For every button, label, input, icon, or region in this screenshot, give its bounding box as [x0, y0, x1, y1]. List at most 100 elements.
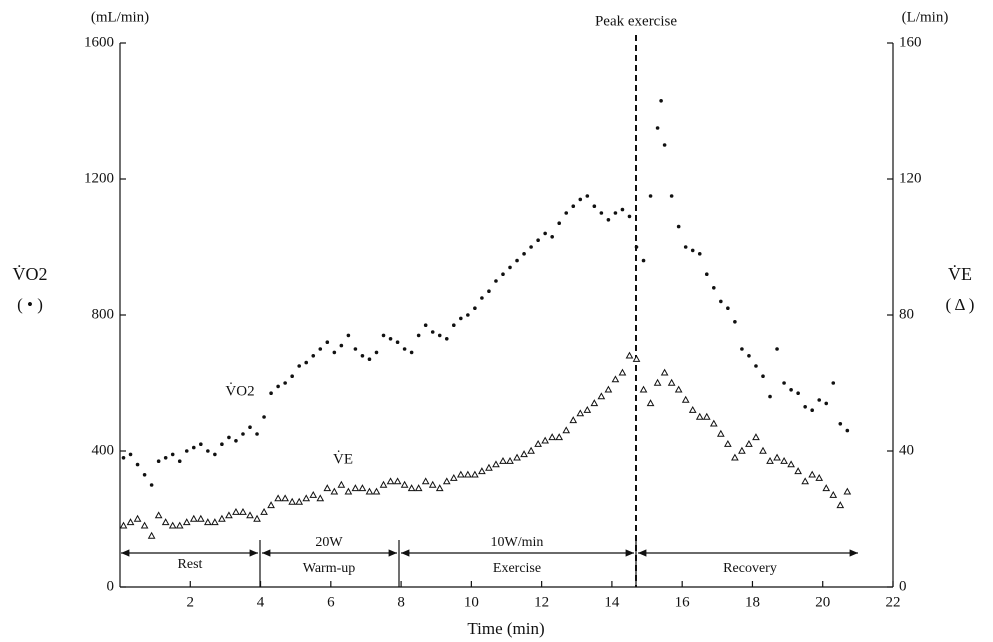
vo2-point	[733, 320, 737, 324]
vo2-point	[620, 207, 625, 212]
ve-point	[780, 456, 788, 464]
x-label: Time (min)	[467, 619, 544, 638]
vo2-point	[676, 224, 681, 229]
vo2-point	[332, 350, 337, 355]
ve-point	[330, 487, 339, 495]
vo2-point	[206, 449, 210, 453]
ve-point	[316, 494, 325, 502]
ve-point	[365, 487, 374, 495]
vo2-point	[381, 333, 386, 338]
ve-point	[407, 484, 416, 492]
peak-label: Peak exercise	[595, 13, 677, 29]
ve-point	[295, 497, 304, 505]
vo2-point	[627, 214, 632, 219]
ve-point	[653, 378, 662, 386]
ve-point	[752, 433, 760, 441]
x-tick-label: 14	[604, 594, 620, 610]
vo2-point	[536, 238, 540, 242]
phase-label: Rest	[178, 557, 203, 572]
vo2-point	[283, 381, 287, 385]
ve-point	[400, 480, 409, 488]
ve-point	[815, 473, 824, 481]
ve-point	[695, 412, 704, 420]
vo2-point	[824, 401, 829, 406]
ve-point	[702, 412, 711, 420]
ve-point	[239, 507, 247, 515]
vo2-point	[311, 354, 316, 358]
vo2-point	[360, 354, 365, 358]
vo2-point	[459, 316, 463, 321]
x-tick-label: 18	[745, 594, 760, 610]
ve-point	[372, 487, 381, 495]
ve-point	[527, 446, 535, 454]
vo2-point	[810, 408, 814, 413]
ve-point	[211, 518, 219, 526]
vo2-point	[662, 143, 667, 147]
ve-point	[583, 405, 592, 413]
vo2-point	[255, 432, 259, 436]
vo2-point	[473, 306, 477, 311]
y2-tick-label: 120	[899, 170, 922, 186]
vo2-point	[220, 442, 224, 447]
vo2-point	[634, 245, 639, 249]
vo2-point	[121, 456, 126, 460]
ve-point	[611, 375, 620, 383]
vo2-point	[522, 252, 526, 256]
vo2-point	[170, 452, 175, 457]
y-tick-label: 800	[92, 306, 115, 322]
ve-point	[569, 416, 578, 424]
vo2-point	[606, 218, 611, 222]
ve-point	[534, 439, 542, 447]
ve-point	[562, 426, 571, 434]
ve-point	[464, 470, 472, 478]
x-tick-label: 10	[464, 594, 479, 610]
ve-point	[660, 368, 669, 376]
y-label: V̇O2	[13, 263, 48, 284]
ve-point	[646, 399, 655, 407]
x-tick-label: 4	[257, 594, 265, 610]
vo2-point	[304, 360, 309, 365]
vo2-point	[578, 197, 583, 202]
ve-point	[632, 354, 641, 362]
phase-label: Exercise	[493, 561, 541, 576]
vo2-point	[346, 333, 351, 338]
vo2-point	[199, 442, 203, 447]
ve-point	[541, 436, 549, 444]
vo2-point	[585, 194, 590, 198]
ve-point	[766, 456, 774, 464]
y-label-marker: ( • )	[17, 295, 43, 314]
phase-load: 10W/min	[491, 535, 544, 550]
vo2-point	[543, 231, 547, 236]
vo2-point	[557, 221, 562, 225]
ve-point	[829, 490, 838, 498]
vo2-point	[451, 323, 456, 328]
vo2-point	[515, 258, 519, 263]
vo2-point	[191, 445, 196, 450]
y2-unit: (L/min)	[902, 9, 949, 25]
ve-point	[154, 511, 163, 519]
y-tick-label: 400	[92, 442, 115, 458]
ve-point	[674, 385, 683, 393]
ve-point	[499, 456, 507, 464]
vo2-point	[754, 364, 758, 368]
ve-point	[822, 484, 831, 492]
vo2-point	[641, 258, 646, 263]
vo2-point	[409, 350, 414, 355]
vo2-point	[712, 286, 716, 290]
ve-point	[246, 511, 254, 519]
vo2-point	[501, 272, 505, 277]
ve-point	[731, 453, 739, 461]
ve-point	[175, 521, 184, 529]
ve-point	[604, 385, 613, 393]
vo2-point	[719, 299, 723, 304]
ve-point	[421, 477, 430, 485]
ve-point	[738, 446, 746, 454]
y-unit: (mL/min)	[91, 9, 149, 25]
ve-point	[168, 521, 177, 529]
y-tick-label: 0	[107, 578, 115, 594]
ve-point	[126, 518, 135, 526]
vo2-point	[339, 343, 344, 348]
ve-point	[232, 507, 240, 515]
x-tick-label: 12	[534, 594, 549, 610]
ve-point	[681, 395, 690, 403]
